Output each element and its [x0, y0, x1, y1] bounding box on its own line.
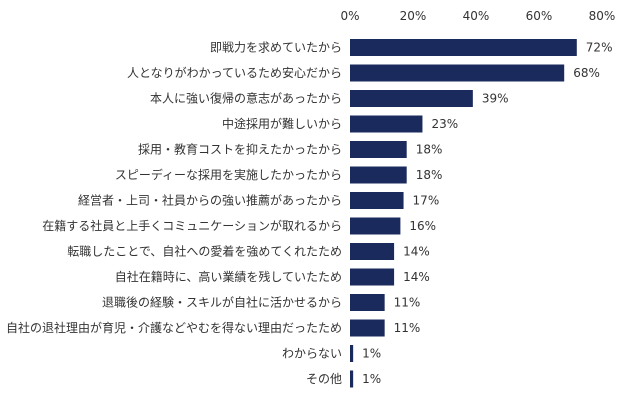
value-label: 17% [413, 194, 440, 208]
category-label: 在籍する社員と上手くコミュニケーションが取れるから [42, 218, 342, 233]
bar [350, 243, 395, 260]
category-label: 人となりがわかっているため安心だから [127, 65, 342, 80]
x-tick-label: 80% [589, 9, 616, 23]
category-label: 即戦力を求めていたから [210, 41, 342, 55]
bars [350, 39, 577, 388]
bar [350, 39, 577, 56]
value-label: 14% [403, 245, 430, 259]
value-label: 16% [409, 219, 436, 233]
category-label: 自社の退社理由が育児・介護などやむを得ない理由だったため [6, 320, 342, 335]
bar [350, 319, 385, 337]
bar [350, 217, 401, 235]
value-label: 1% [362, 347, 381, 361]
bar [350, 268, 395, 286]
category-label: 自社在籍時に、高い業績を残していたため [115, 269, 342, 284]
value-label: 11% [394, 296, 421, 310]
value-label: 68% [573, 66, 600, 80]
value-label: 23% [431, 117, 458, 131]
x-tick-label: 60% [526, 9, 553, 23]
category-label: その他 [306, 372, 342, 386]
value-label: 72% [586, 41, 613, 55]
bar [350, 370, 354, 388]
bar [350, 64, 565, 82]
bar [350, 141, 407, 158]
category-label: 採用・教育コストを抑えたかったから [138, 142, 342, 157]
category-label: 中途採用が難しいから [222, 116, 342, 131]
bar [350, 115, 423, 133]
value-label: 39% [482, 92, 509, 106]
x-axis-ticks: 0% 20% 40% 60% 80% [340, 9, 615, 23]
category-label: スピーディーな採用を実施したかったから [115, 167, 342, 182]
value-label: 18% [416, 168, 443, 182]
category-label: 経営者・上司・社員からの強い推薦があったから [78, 193, 342, 208]
category-label: わからない [282, 347, 342, 361]
value-label: 11% [394, 321, 421, 335]
bar [350, 294, 385, 311]
value-label: 18% [416, 143, 443, 157]
bar [350, 345, 354, 362]
value-label: 14% [403, 270, 430, 284]
bar [350, 192, 404, 209]
value-labels: 72% 68% 39% 23% 18% 18% 17% 16% 14% 14% 11% 11% 1% 1% [362, 41, 612, 387]
bar [350, 90, 473, 107]
category-label: 転職したことで、自社への愛着を強めてくれたため [67, 244, 342, 259]
category-labels: 即戦力を求めていたから人となりがわかっているため安心だから本人に強い復帰の意志が… [6, 41, 342, 387]
x-tick-label: 0% [340, 9, 359, 23]
category-label: 退職後の経験・スキルが自社に活かせるから [102, 295, 342, 310]
value-label: 1% [362, 372, 381, 386]
category-label: 本人に強い復帰の意志があったから [150, 91, 342, 106]
bar [350, 166, 407, 184]
x-tick-label: 20% [400, 9, 427, 23]
x-tick-label: 40% [463, 9, 490, 23]
